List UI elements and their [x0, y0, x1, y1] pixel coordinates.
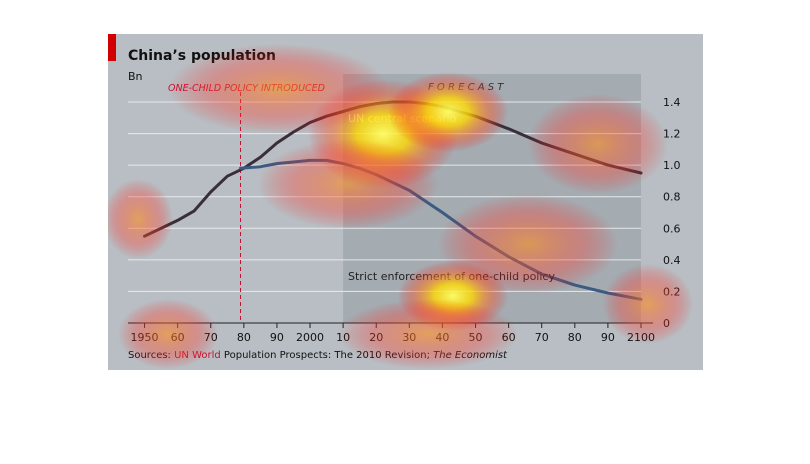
x-tick-label: 90 — [601, 331, 615, 344]
strict-series-label: Strict enforcement of one-child policy — [348, 270, 555, 283]
sources-mid: Population Prospects: The 2010 Revision; — [220, 350, 434, 361]
red-tab — [108, 34, 116, 61]
chart-panel: China’s population Bn 1.4 1.2 1.0 0.8 0.6 0.4… — [108, 34, 703, 370]
sources-italic: The Economist — [433, 350, 507, 361]
x-tick-label: 40 — [435, 331, 449, 344]
x-tick-label: 60 — [171, 331, 185, 344]
x-tick-label: 90 — [270, 331, 284, 344]
x-tick-label: 50 — [469, 331, 483, 344]
x-tick-label: 2100 — [627, 331, 655, 344]
x-tick-label: 80 — [237, 331, 251, 344]
y-tick-label: 1.2 — [663, 128, 681, 141]
x-tick-label: 20 — [369, 331, 383, 344]
sources-note: Sources: UN World Population Prospects: … — [128, 350, 507, 361]
y-tick-label: 0.2 — [663, 285, 681, 298]
policy-label: ONE-CHILD POLICY INTRODUCED — [168, 83, 325, 94]
plot-area: 1.4 1.2 1.0 0.8 0.6 0.4 0.2 0 1950 60 70 80 90 2000 10… — [128, 74, 681, 344]
x-tick-label: 30 — [402, 331, 416, 344]
x-tick-label: 70 — [204, 331, 218, 344]
x-tick-label: 1950 — [131, 331, 159, 344]
x-tick-label: 2000 — [296, 331, 324, 344]
unit-label: Bn — [128, 70, 143, 83]
un-series-label: UN central scenario — [348, 112, 457, 125]
y-tick-label: 0.4 — [663, 254, 681, 267]
y-tick-label: 1.0 — [663, 159, 681, 172]
sources-red: UN World — [174, 350, 221, 361]
x-tick-label: 10 — [336, 331, 350, 344]
x-tick-label: 80 — [568, 331, 582, 344]
y-tick-label: 0 — [663, 317, 670, 330]
y-tick-label: 0.8 — [663, 191, 681, 204]
y-tick-label: 1.4 — [663, 96, 681, 109]
x-tick-label: 60 — [502, 331, 516, 344]
sources-prefix: Sources: — [128, 350, 175, 361]
x-tick-label: 70 — [535, 331, 549, 344]
y-tick-label: 0.6 — [663, 222, 681, 235]
forecast-label: F O R E C A S T — [428, 82, 504, 93]
